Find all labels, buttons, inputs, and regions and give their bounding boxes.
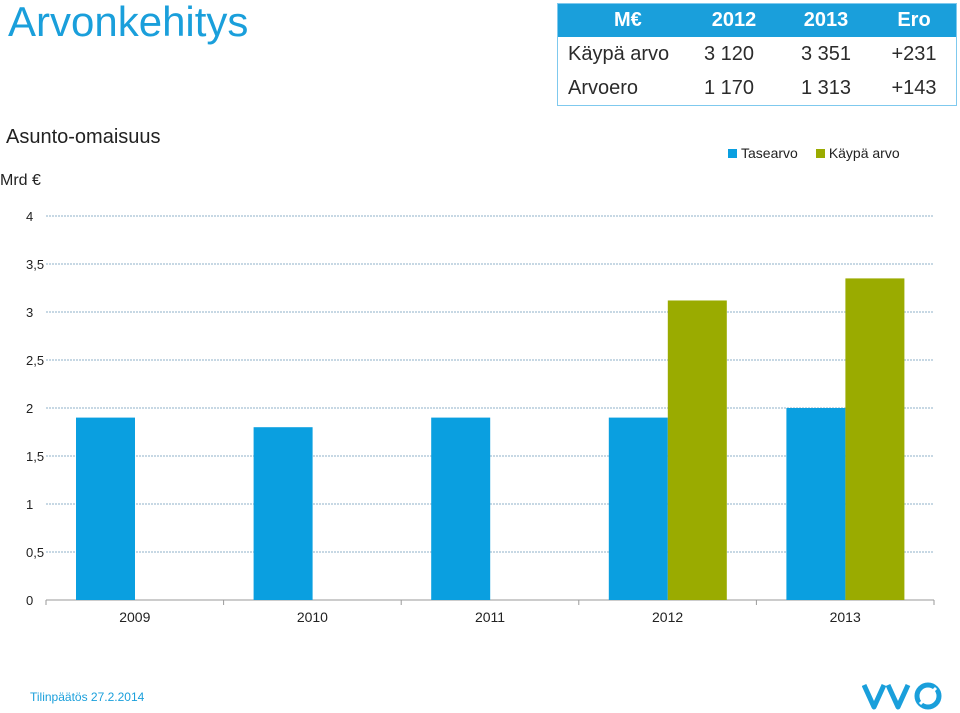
x-tick-label: 2012 [652,609,683,625]
kpi-header-cell: 2013 [803,9,849,31]
x-tick-label: 2010 [297,609,328,625]
bar-tasearvo-2010 [253,427,313,600]
legend-swatch-tasearvo [728,148,737,158]
x-tick-label: 2011 [475,609,505,625]
kpi-cell: Käypä arvo [568,42,670,65]
x-tick-label: 2009 [119,609,150,625]
x-tick-label: 2013 [830,609,861,625]
legend-label: Tasearvo [741,145,798,161]
y-tick-label: 0,5 [26,545,44,560]
kpi-header-cell: M€ [614,9,642,31]
kpi-cell: +143 [891,76,937,99]
kpi-cell: 3 120 [703,42,755,65]
legend-swatch-kaypa-arvo [815,148,825,158]
kpi-header-cell: Ero [897,9,931,31]
kpi-cell: +231 [891,42,937,65]
kpi-table-header: M€ 2012 2013 Ero [558,4,956,37]
y-tick-label: 2,5 [26,353,44,368]
y-tick-label: 3,5 [26,257,44,272]
bar-tasearvo-2012 [608,417,668,600]
y-tick-label: 1,5 [26,449,44,464]
legend-item: Käypä arvo [815,145,900,161]
bar-tasearvo-2011 [431,417,491,600]
kpi-cell: 3 351 [800,42,852,65]
y-tick-label: 0 [26,593,33,608]
kpi-cell: 1 313 [800,76,852,99]
kpi-table-row: Arvoero 1 170 1 313 +143 [558,71,956,105]
y-axis-unit: Mrd € [0,172,41,189]
kpi-header-cell: 2012 [711,9,757,31]
legend-item: Tasearvo [728,145,798,161]
y-tick-label: 1 [26,497,33,512]
kpi-cell: 1 170 [703,76,755,99]
page-title: Arvonkehitys [8,0,249,45]
y-tick-label: 2 [26,401,33,416]
bar-kaypa-arvo-2013 [845,278,905,600]
bar-tasearvo-2013 [786,408,846,600]
legend-label: Käypä arvo [828,145,900,161]
kpi-table-row: Käypä arvo 3 120 3 351 +231 [558,37,956,71]
chart-legend: Tasearvo Käypä arvo [728,145,900,161]
bar-tasearvo-2009 [76,417,135,600]
chart-subtitle: Asunto-omaisuus [6,126,161,148]
kpi-table: M€ 2012 2013 Ero Käypä arvo 3 120 3 351 … [557,3,957,106]
y-tick-label: 4 [26,209,33,224]
vvo-logo [862,682,942,710]
y-tick-label: 3 [26,305,33,320]
bar-kaypa-arvo-2012 [667,300,727,600]
kpi-cell: Arvoero [568,76,639,99]
footer-text: Tilinpäätös 27.2.2014 [30,690,145,704]
